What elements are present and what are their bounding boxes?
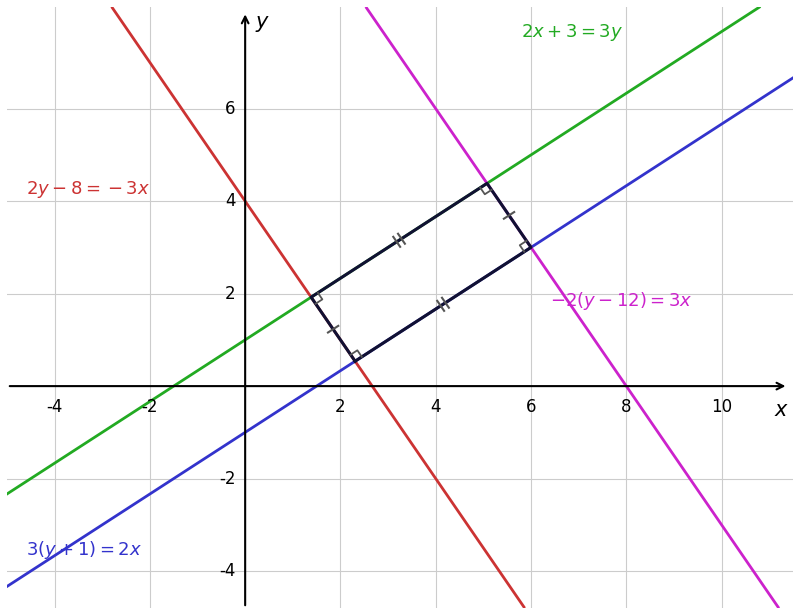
Text: 2: 2 <box>335 398 346 416</box>
Text: -2: -2 <box>142 398 158 416</box>
Text: $3(y + 1) = 2x$: $3(y + 1) = 2x$ <box>26 539 142 561</box>
Text: $2y - 8 = -3x$: $2y - 8 = -3x$ <box>26 179 150 200</box>
Text: $y$: $y$ <box>254 14 270 34</box>
Text: -4: -4 <box>219 562 236 580</box>
Text: -4: -4 <box>46 398 62 416</box>
Text: 4: 4 <box>225 192 236 210</box>
Text: 2: 2 <box>225 285 236 303</box>
Text: 4: 4 <box>430 398 441 416</box>
Text: 8: 8 <box>621 398 631 416</box>
Text: $x$: $x$ <box>774 400 789 420</box>
Text: -2: -2 <box>219 470 236 488</box>
Text: $-2(y - 12) = 3x$: $-2(y - 12) = 3x$ <box>550 290 693 312</box>
Text: $2x + 3 = 3y$: $2x + 3 = 3y$ <box>522 22 623 43</box>
Text: 6: 6 <box>526 398 536 416</box>
Text: 6: 6 <box>225 100 236 117</box>
Text: 10: 10 <box>711 398 732 416</box>
